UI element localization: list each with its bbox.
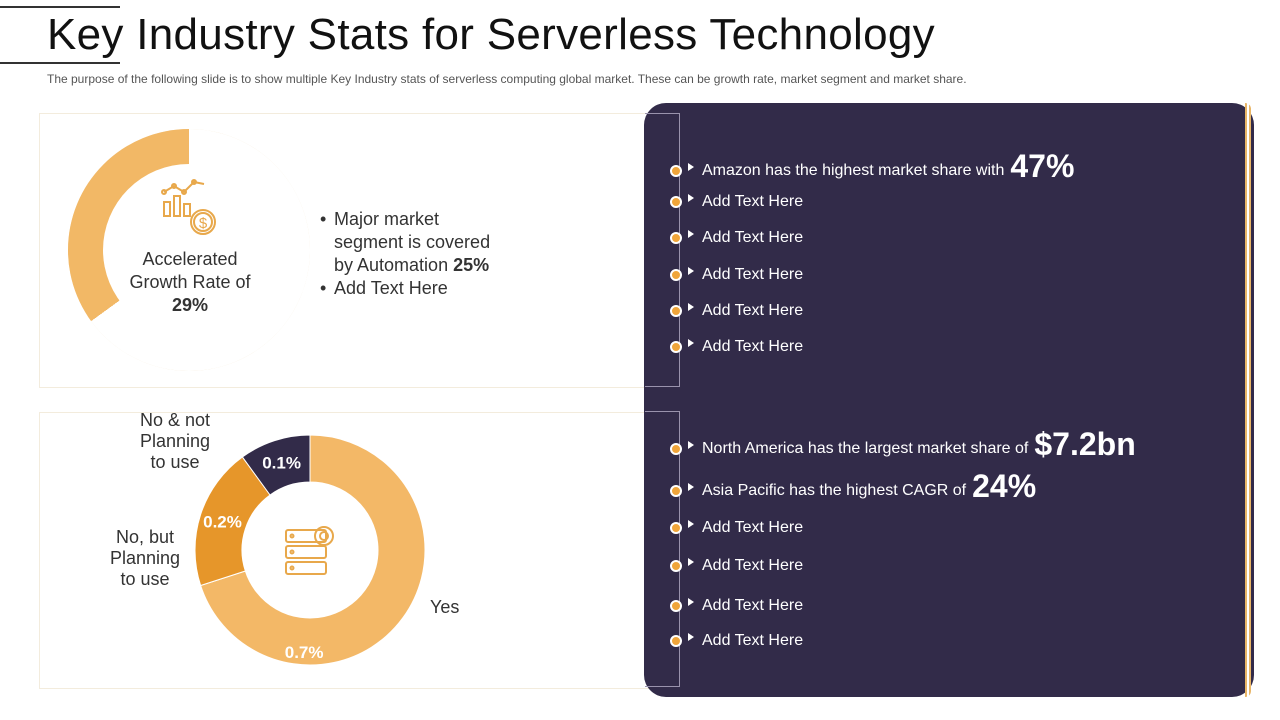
arrow-icon: [688, 558, 694, 566]
segment-bullet-2: Add Text Here: [320, 277, 509, 300]
label-no-not-line1: No & not: [139, 410, 211, 430]
arrow-icon: [688, 162, 694, 171]
stat-bottom-3-text: Add Text Here: [702, 519, 804, 536]
growth-label: Accelerated Growth Rate of 29%: [110, 248, 270, 317]
segment-bullets: Major market segment is covered by Autom…: [320, 208, 509, 300]
label-no-but-line1: No, but: [115, 527, 175, 547]
arrow-icon: [688, 194, 694, 202]
slice-yes: [199, 434, 426, 666]
growth-chart-dollar-icon: $: [161, 179, 216, 235]
arrow-icon: [688, 230, 694, 238]
bracket-bottom: [645, 411, 680, 687]
stat-row-bottom-2: Asia Pacific has the highest CAGR of 24%: [670, 468, 1036, 509]
label-no-but-planning: No, but Planning to use: [90, 527, 200, 590]
label-yes: Yes: [430, 597, 460, 617]
svg-text:$: $: [199, 215, 208, 232]
bullet-dot-icon: [670, 232, 682, 244]
stat-bottom-2-highlight: 24%: [972, 468, 1037, 504]
growth-label-line1: Accelerated: [142, 249, 238, 269]
title-decoration-top: [0, 6, 120, 8]
stat-top-2-text: Add Text Here: [702, 193, 804, 210]
stat-top-1-highlight: 47%: [1010, 148, 1075, 184]
value-label-no-not-planning: 0.2%: [203, 513, 242, 532]
stat-bottom-4-text: Add Text Here: [702, 557, 804, 574]
stat-top-3-text: Add Text Here: [702, 229, 804, 246]
bullet-dot-icon: [670, 484, 682, 497]
stat-row-top-5: Add Text Here: [670, 302, 803, 320]
stat-row-bottom-1: North America has the largest market sha…: [670, 426, 1136, 467]
stat-bottom-1-text: North America has the largest market sha…: [702, 439, 1029, 457]
arrow-icon: [688, 303, 694, 311]
stat-row-top-2: Add Text Here: [670, 193, 803, 211]
growth-label-line2: Growth Rate of: [129, 272, 251, 292]
stat-row-top-4: Add Text Here: [670, 266, 803, 284]
stat-top-1-text: Amazon has the highest market share with: [702, 161, 1005, 179]
label-no-not-line3: to use: [150, 452, 200, 472]
growth-value: 29%: [171, 295, 209, 315]
stat-top-6-text: Add Text Here: [702, 338, 804, 355]
label-no-not-planning: No & not Planning to use: [120, 410, 230, 473]
server-gear-icon: [285, 526, 334, 575]
bullet-dot-icon: [670, 269, 682, 281]
segment-bullet-1-text: Major market segment is covered by Autom…: [334, 209, 491, 275]
label-no-but-line2: Planning: [109, 548, 181, 568]
arrow-icon: [688, 440, 694, 449]
label-no-not-line2: Planning: [139, 431, 211, 451]
arrow-icon: [688, 520, 694, 528]
label-no-but-line3: to use: [120, 569, 170, 589]
stat-bottom-2-text: Asia Pacific has the highest CAGR of: [702, 481, 967, 499]
stat-bottom-6-text: Add Text Here: [702, 632, 804, 649]
segment-bullet-1: Major market segment is covered by Autom…: [320, 208, 509, 277]
bullet-dot-icon: [670, 560, 682, 572]
page-title: Key Industry Stats for Serverless Techno…: [47, 10, 935, 59]
growth-donut-hole: [103, 164, 275, 336]
bracket-top: [645, 113, 680, 387]
stat-row-bottom-3: Add Text Here: [670, 519, 803, 537]
bullet-dot-icon: [670, 635, 682, 647]
adoption-donut-chart: 0.7% 0.2% 0.1%: [194, 434, 426, 666]
slice-no-but-planning: [241, 434, 311, 496]
segment-bullet-1-value: 25%: [453, 255, 490, 275]
stat-bottom-5-text: Add Text Here: [702, 597, 804, 614]
title-decoration-bottom: [0, 62, 120, 64]
arrow-icon: [688, 267, 694, 275]
bullet-dot-icon: [670, 164, 682, 177]
arrow-icon: [688, 598, 694, 606]
stat-row-top-1: Amazon has the highest market share with…: [670, 148, 1074, 189]
stat-row-bottom-5: Add Text Here: [670, 597, 803, 615]
bullet-dot-icon: [670, 305, 682, 317]
panel-stripe-decoration: [1245, 103, 1251, 697]
stat-row-bottom-4: Add Text Here: [670, 557, 803, 575]
arrow-icon: [688, 633, 694, 641]
stat-bottom-1-highlight: $7.2bn: [1034, 426, 1136, 462]
stat-row-top-3: Add Text Here: [670, 229, 803, 247]
stat-row-top-6: Add Text Here: [670, 338, 803, 356]
bullet-dot-icon: [670, 442, 682, 455]
arrow-icon: [688, 339, 694, 347]
stats-panel: [644, 103, 1254, 697]
page-subtitle: The purpose of the following slide is to…: [47, 72, 967, 86]
bullet-dot-icon: [670, 522, 682, 534]
bullet-dot-icon: [670, 196, 682, 208]
value-label-yes: 0.7%: [285, 643, 324, 662]
bullet-dot-icon: [670, 341, 682, 353]
stat-row-bottom-6: Add Text Here: [670, 632, 803, 650]
value-label-no-but-planning: 0.1%: [262, 454, 301, 473]
bullet-dot-icon: [670, 600, 682, 612]
stat-top-5-text: Add Text Here: [702, 302, 804, 319]
stat-top-4-text: Add Text Here: [702, 266, 804, 283]
arrow-icon: [688, 482, 694, 491]
